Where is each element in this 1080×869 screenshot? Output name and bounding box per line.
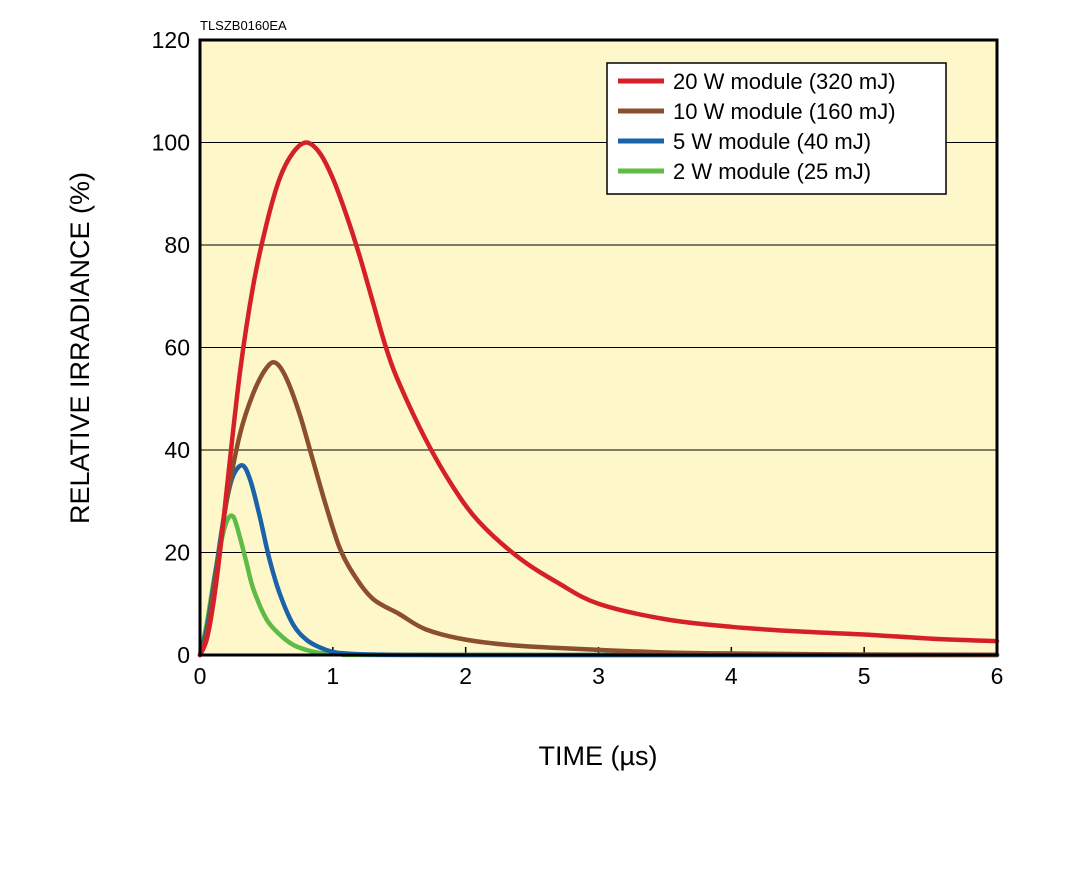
y-tick-label-120: 120: [152, 27, 190, 53]
legend: 20 W module (320 mJ) 10 W module (160 mJ)…: [606, 62, 947, 195]
x-tick-label-3: 3: [592, 663, 605, 689]
y-tick-label-100: 100: [152, 130, 190, 156]
y-tick-label-40: 40: [164, 437, 190, 463]
plot-border: [198, 38, 999, 657]
legend-label-2: 5 W module (40 mJ): [673, 129, 871, 154]
x-tick-label-0: 0: [194, 663, 207, 689]
x-axis-title: TIME (µs): [538, 741, 657, 771]
y-axis-ticks: 0 20 40 60 80 100 120: [152, 27, 190, 668]
y-tick-label-20: 20: [164, 540, 190, 566]
y-tick-label-0: 0: [177, 642, 190, 668]
y-tick-label-80: 80: [164, 232, 190, 258]
x-tick-label-5: 5: [858, 663, 871, 689]
figure-code: TLSZB0160EA: [200, 18, 287, 33]
x-tick-label-1: 1: [326, 663, 339, 689]
series-line-0: [197, 140, 1000, 658]
y-axis-title: RELATIVE IRRADIANCE (%): [65, 172, 95, 524]
x-tick-label-6: 6: [991, 663, 1004, 689]
legend-label-0: 20 W module (320 mJ): [673, 69, 896, 94]
legend-label-1: 10 W module (160 mJ): [673, 99, 896, 124]
x-axis-ticks: 0 1 2 3 4 5 6: [194, 647, 1004, 689]
legend-label-3: 2 W module (25 mJ): [673, 159, 871, 184]
y-tick-label-60: 60: [164, 335, 190, 361]
x-tick-label-4: 4: [725, 663, 738, 689]
horizontal-gridlines: [200, 142, 997, 553]
x-tick-label-2: 2: [459, 663, 472, 689]
